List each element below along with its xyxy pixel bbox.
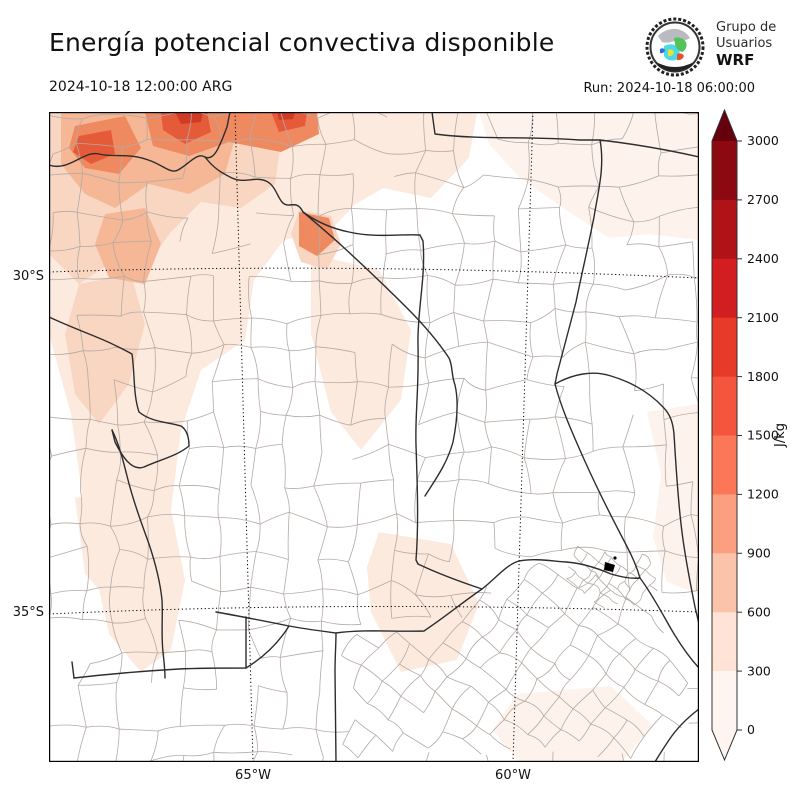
logo-text-line1: Grupo de xyxy=(716,20,777,35)
colorbar-tick-label: 2400 xyxy=(747,251,779,266)
colorbar-arrow-bottom xyxy=(712,730,737,760)
page-title: Energía potencial convectiva disponible xyxy=(49,28,555,57)
colorbar-unit-label: J/kg xyxy=(773,423,788,448)
colorbar-segment xyxy=(712,141,737,201)
cape-map xyxy=(41,104,771,800)
colorbar-tick-label: 900 xyxy=(747,546,771,561)
colorbar: 3000 2700 2400 2100 1800 1500 1200 900 600 300 0 J/… xyxy=(702,100,800,790)
gridline-35s xyxy=(48,605,700,615)
colorbar-tick-label: 1200 xyxy=(747,487,779,502)
colorbar-svg: 30002700240021001800150012009006003000J/… xyxy=(711,108,788,762)
province-borders-layer xyxy=(48,111,700,763)
colorbar-segment xyxy=(712,612,737,672)
lat-label-30s: 30°S xyxy=(12,269,44,284)
colorbar-tick-label: 2700 xyxy=(747,192,779,207)
logo-globe-icon xyxy=(645,17,705,77)
colorbar-tick-label: 3000 xyxy=(747,133,779,148)
colorbar-segment xyxy=(712,553,737,613)
colorbar-segment xyxy=(712,494,737,554)
colorbar-arrow-top xyxy=(712,110,737,141)
colorbar-segment xyxy=(712,435,737,495)
lon-label-60w: 60°W xyxy=(495,768,531,783)
colorbar-tick-label: 2100 xyxy=(747,310,779,325)
city-marker xyxy=(604,556,617,572)
colorbar-tick-label: 300 xyxy=(747,663,771,678)
colorbar-segment xyxy=(712,376,737,436)
wrf-logo: Grupo de Usuarios WRF xyxy=(644,14,794,84)
colorbar-segment xyxy=(712,317,737,377)
colorbar-segment xyxy=(712,258,737,319)
run-time-label: Run: 2024-10-18 06:00:00 xyxy=(583,81,755,96)
valid-time-label: 2024-10-18 12:00:00 ARG xyxy=(49,79,233,95)
colorbar-segment xyxy=(712,671,737,731)
colorbar-tick-label: 0 xyxy=(747,722,755,737)
colorbar-segment xyxy=(712,199,737,260)
logo-text-line2: Usuarios xyxy=(716,36,773,51)
gridline-30s xyxy=(48,267,700,279)
colorbar-tick-label: 600 xyxy=(747,604,771,619)
lat-label-35s: 35°S xyxy=(12,605,44,620)
map-frame xyxy=(49,112,699,762)
gridlines-layer xyxy=(48,111,700,763)
map-svg xyxy=(41,104,771,800)
colorbar-tick-label: 1800 xyxy=(747,369,779,384)
colorbar-tick-label: 1500 xyxy=(747,428,779,443)
logo-text-line3: WRF xyxy=(716,51,755,69)
lon-label-65w: 65°W xyxy=(235,768,271,783)
